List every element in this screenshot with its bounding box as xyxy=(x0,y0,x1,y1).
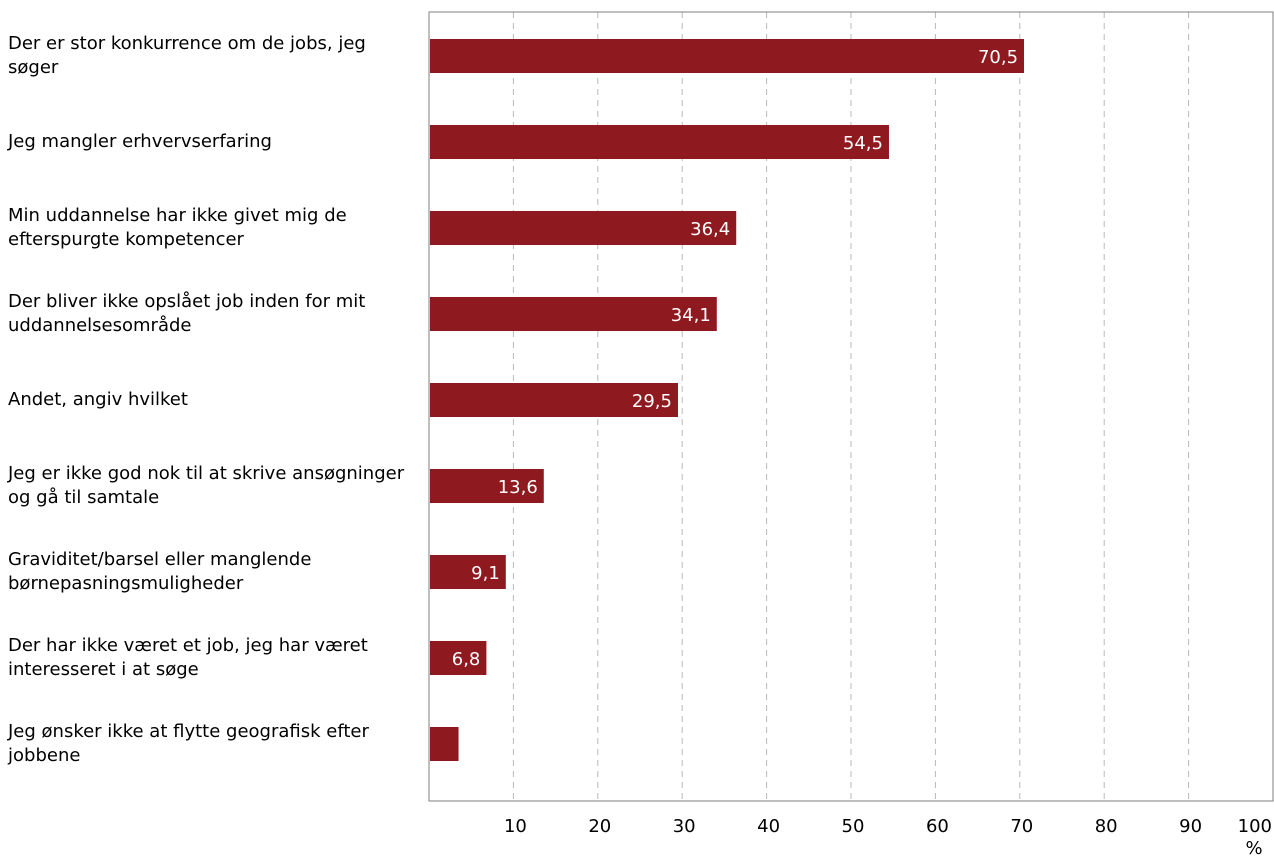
category-label: Jeg ønsker ikke at flytte geografisk eft… xyxy=(8,721,369,766)
x-tick-label: 80 xyxy=(1095,816,1118,837)
bar xyxy=(430,383,678,417)
bar xyxy=(430,727,459,761)
category-label: Min uddannelse har ikke givet mig de eft… xyxy=(8,205,347,250)
x-tick-label: 50 xyxy=(842,816,865,837)
x-tick-label: 60 xyxy=(926,816,949,837)
category-label: Jeg er ikke god nok til at skrive ansøgn… xyxy=(8,463,405,508)
x-tick-label: 90 xyxy=(1179,816,1202,837)
bar xyxy=(430,297,717,331)
bar xyxy=(430,555,506,589)
value-label: 29,5 xyxy=(632,391,672,412)
x-tick-label: 10 xyxy=(504,816,527,837)
value-label: 54,5 xyxy=(843,133,883,154)
x-tick-label: 100 xyxy=(1238,816,1272,837)
bar xyxy=(430,125,889,159)
value-label: 70,5 xyxy=(978,47,1018,68)
value-label: 9,1 xyxy=(471,563,500,584)
category-label: Der er stor konkurrence om de jobs, jeg … xyxy=(8,33,366,78)
category-label: Der har ikke været et job, jeg har været… xyxy=(8,635,368,680)
category-label: Der bliver ikke opslået job inden for mi… xyxy=(8,291,366,336)
bar xyxy=(430,469,544,503)
value-label: 36,4 xyxy=(690,219,730,240)
value-label: 34,1 xyxy=(671,305,711,326)
category-label: Andet, angiv hvilket xyxy=(8,389,188,410)
category-label: Jeg mangler erhvervserfaring xyxy=(8,131,272,152)
category-label: Graviditet/barsel eller manglende børnep… xyxy=(8,549,312,594)
x-tick-label: 20 xyxy=(588,816,611,837)
bar xyxy=(430,211,737,245)
plot-area xyxy=(428,11,1274,802)
bar xyxy=(430,39,1025,73)
value-label: 13,6 xyxy=(498,477,538,498)
bar xyxy=(430,641,487,675)
x-unit-label: % xyxy=(1245,838,1262,856)
x-tick-label: 30 xyxy=(673,816,696,837)
x-tick-label: 40 xyxy=(757,816,780,837)
value-label: 6,8 xyxy=(452,649,481,670)
x-tick-label: 70 xyxy=(1010,816,1033,837)
